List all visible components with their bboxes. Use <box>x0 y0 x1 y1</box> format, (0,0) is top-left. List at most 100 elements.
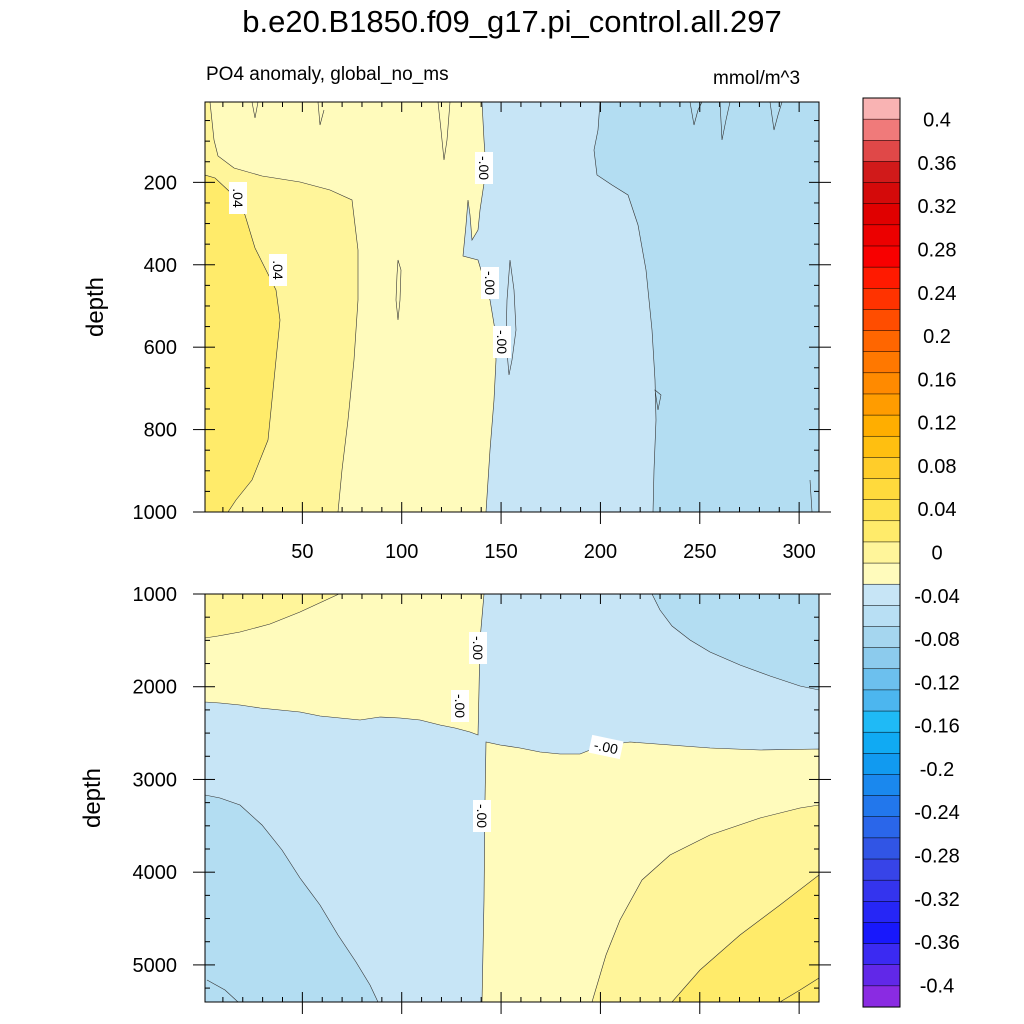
upper-contour-label: -.00 <box>481 267 499 299</box>
colorbar-swatch <box>862 351 901 374</box>
colorbar-swatch <box>862 478 901 501</box>
variable-subtitle: PO4 anomaly, global_no_ms <box>206 64 449 85</box>
lower-noise-contours <box>206 977 819 1002</box>
colorbar-swatch <box>862 753 901 776</box>
lower-contour-label: -.00 <box>473 800 491 832</box>
colorbar-swatch <box>862 922 901 945</box>
upper-y-tick-labels: 200 400 600 800 1000 <box>133 172 178 524</box>
colorbar-tick-label: 0.28 <box>918 240 957 262</box>
contour-label-box <box>588 734 624 760</box>
colorbar <box>862 97 901 1008</box>
upper-x-tick-label: 250 <box>683 541 716 563</box>
colorbar-swatch <box>862 330 901 353</box>
colorbar-swatch <box>862 140 901 162</box>
colorbar-swatch <box>862 288 901 310</box>
colorbar-swatch <box>862 626 901 649</box>
contour-label-box <box>451 690 469 722</box>
colorbar-tick-label: -0.16 <box>914 716 960 738</box>
colorbar-swatch <box>862 97 901 120</box>
colorbar-swatch <box>862 435 901 458</box>
colorbar-tick-label: -0.32 <box>914 889 960 911</box>
lower-x-ticks <box>222 594 820 1014</box>
colorbar-swatch <box>862 457 901 480</box>
lower-fill-minus-004-topright <box>651 594 819 691</box>
upper-x-ticks <box>222 102 820 524</box>
upper-contour-label: -.00 <box>475 152 493 184</box>
colorbar-tick-label: -0.36 <box>914 932 960 954</box>
contour-label-text: -.00 <box>474 804 490 828</box>
upper-x-tick-label: 150 <box>484 541 517 563</box>
upper-contour-fills <box>205 102 819 512</box>
contour-label-text: -.00 <box>476 156 492 180</box>
colorbar-swatch <box>862 203 901 226</box>
colorbar-tick-label: -0.04 <box>914 586 960 608</box>
colorbar-swatch <box>862 901 901 923</box>
upper-panel: 50 100 150 200 250 300 200 400 600 800 1000 depth… <box>82 101 831 563</box>
lower-y-axis-label: depth <box>79 768 106 828</box>
lower-plot-frame <box>204 593 820 1003</box>
colorbar-swatch <box>862 985 901 1008</box>
upper-contour-label: -.00 <box>493 326 511 358</box>
upper-y-tick-label: 1000 <box>133 502 178 524</box>
colorbar-tick-label: -0.12 <box>914 672 960 694</box>
lower-y-tick-label: 5000 <box>133 955 178 977</box>
colorbar-tick-labels: 0.4 0.36 0.32 0.28 0.24 0.2 0.16 0.12 0.08 0.04 0 -… <box>914 110 960 998</box>
contour-label-text: .04 <box>230 188 246 208</box>
lower-panel: 1000 2000 3000 4000 5000 depth -.00 -.00 -.00 -… <box>79 584 831 1014</box>
colorbar-tick-label: 0.24 <box>918 283 957 305</box>
upper-x-tick-label: 200 <box>584 541 617 563</box>
lower-y-tick-label: 2000 <box>133 677 178 699</box>
upper-x-tick-label: 50 <box>291 541 313 563</box>
contour-label-text: -.00 <box>593 737 620 758</box>
lower-y-tick-label: 1000 <box>133 584 178 606</box>
contour-label-box <box>269 254 287 286</box>
contour-label-text: -.00 <box>452 694 468 718</box>
upper-x-tick-labels: 50 100 150 200 250 300 <box>291 541 816 563</box>
colorbar-swatch <box>862 668 901 691</box>
colorbar-swatch <box>862 541 901 564</box>
colorbar-swatch <box>862 879 901 902</box>
colorbar-swatch <box>862 837 901 860</box>
colorbar-tick-label: -0.4 <box>920 975 954 997</box>
upper-fill-minus-004 <box>593 102 819 512</box>
colorbar-swatch <box>862 118 901 141</box>
upper-y-tick-label: 800 <box>144 420 177 442</box>
colorbar-tick-label: -0.08 <box>914 629 960 651</box>
upper-y-axis-label: depth <box>82 277 109 337</box>
colorbar-swatch <box>862 372 901 395</box>
upper-y-tick-label: 200 <box>144 172 177 194</box>
upper-contour-labels: .04 .04 -.00 -.00 -.00 <box>229 152 511 358</box>
colorbar-swatch <box>862 858 901 881</box>
lower-contour-fills <box>205 594 819 1002</box>
colorbar-swatch <box>862 647 901 670</box>
upper-y-ticks <box>193 120 831 513</box>
lower-fill-plus-002-upper <box>205 594 485 736</box>
colorbar-swatch <box>862 224 901 247</box>
contour-label-box <box>469 632 487 664</box>
contour-label-text: -.00 <box>494 330 510 354</box>
lower-contour-label: -.00 <box>451 690 469 722</box>
colorbar-swatch <box>862 393 901 416</box>
colorbar-swatch <box>862 182 901 205</box>
upper-contour-label: .04 <box>269 254 287 286</box>
colorbar-swatch <box>862 605 901 628</box>
colorbar-tick-label: 0.2 <box>923 326 951 348</box>
lower-y-tick-label: 3000 <box>133 769 178 791</box>
upper-y-tick-label: 600 <box>144 337 177 359</box>
colorbar-swatch <box>862 689 901 712</box>
upper-plot-frame <box>204 101 820 513</box>
upper-x-tick-label: 300 <box>782 541 815 563</box>
colorbar-tick-label: 0.36 <box>918 153 957 175</box>
lower-y-ticks <box>193 593 831 989</box>
contour-label-text: -.00 <box>470 636 486 660</box>
colorbar-tick-label: -0.24 <box>914 802 960 824</box>
colorbar-swatch <box>862 943 901 966</box>
lower-contour-label: -.00 <box>588 734 624 760</box>
lower-y-tick-label: 4000 <box>133 862 178 884</box>
upper-contour-label: .04 <box>229 182 247 214</box>
colorbar-swatch <box>862 414 901 437</box>
contour-label-box <box>473 800 491 832</box>
contour-label-text: .04 <box>270 260 286 280</box>
colorbar-swatch <box>862 161 901 184</box>
colorbar-swatch <box>862 816 901 839</box>
